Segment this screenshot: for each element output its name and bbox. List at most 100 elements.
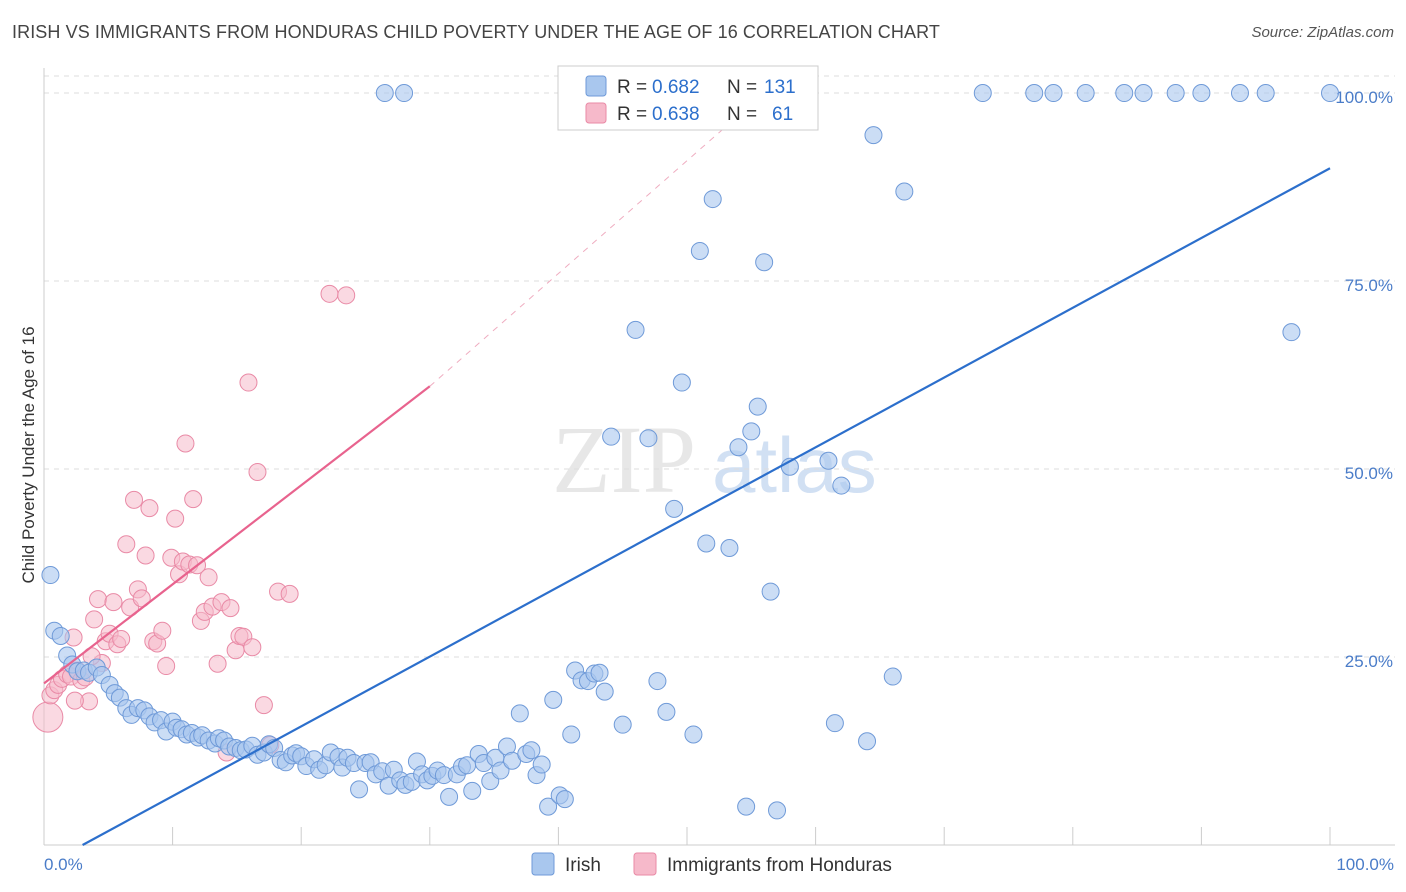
honduras-point [153, 621, 172, 640]
x-tick-label-max: 100.0% [1336, 855, 1394, 874]
y-tick-label-2: 75.0% [1345, 276, 1393, 295]
irish-point [1230, 84, 1249, 103]
legend-irish-r-value: 0.682 [652, 77, 700, 98]
irish-point [761, 582, 780, 601]
regression-lines [43, 92, 1331, 846]
top-legend: R = 0.682 N = 131 R = 0.638 N = 61 [557, 65, 819, 131]
irish-point [1166, 84, 1185, 103]
irish-point [748, 397, 767, 416]
irish-point [1256, 84, 1275, 103]
honduras-point [208, 654, 227, 673]
irish-point [1025, 84, 1044, 103]
irish-point [1115, 84, 1134, 103]
honduras-point [176, 434, 195, 453]
irish-point [883, 667, 902, 686]
honduras-point [112, 629, 131, 648]
honduras-point [117, 535, 136, 554]
irish-point [1076, 84, 1095, 103]
honduras-point [199, 568, 218, 587]
grid [44, 75, 1395, 658]
legend-honduras-r-value: 0.638 [652, 104, 700, 125]
x-ticks [43, 827, 1331, 845]
irish-point [491, 761, 510, 780]
chart-title: IRISH VS IMMIGRANTS FROM HONDURAS CHILD … [12, 22, 940, 42]
y-axis-label: Child Poverty Under the Age of 16 [19, 326, 38, 583]
irish-point [510, 704, 529, 723]
irish-point [590, 663, 609, 682]
honduras-point [32, 701, 64, 733]
honduras-points [32, 284, 356, 762]
legend-irish-n-value: 131 [764, 77, 796, 98]
irish-point [819, 451, 838, 470]
honduras-point [89, 590, 108, 609]
legend-irish-n-label: N = [727, 77, 757, 98]
chart-source: Source: ZipAtlas.com [1251, 24, 1394, 41]
honduras-point [248, 463, 267, 482]
irish-point [720, 538, 739, 557]
honduras-point [184, 490, 203, 509]
irish-point [825, 714, 844, 733]
irish-point [697, 534, 716, 553]
irish-point [395, 84, 414, 103]
irish-point [1321, 84, 1339, 103]
bottom-legend-irish-swatch [531, 852, 555, 876]
irish-point [1282, 323, 1301, 342]
irish-point [595, 682, 614, 701]
irish-point [613, 715, 632, 734]
irish-point [555, 790, 574, 809]
bottom-legend-irish-label: Irish [565, 855, 601, 876]
irish-point [1044, 84, 1063, 103]
irish-point [684, 725, 703, 744]
irish-point [864, 126, 883, 145]
irish-point [729, 438, 748, 457]
honduras-regression-line [43, 385, 431, 685]
irish-point [737, 797, 756, 816]
honduras-point [337, 286, 356, 305]
irish-point [350, 780, 369, 799]
irish-point [522, 741, 541, 760]
irish-point [51, 626, 70, 645]
irish-points [41, 84, 1339, 820]
bottom-legend: Irish Immigrants from Honduras [531, 852, 892, 876]
irish-point [41, 566, 60, 585]
legend-honduras-n-label: N = [727, 104, 757, 125]
honduras-point [157, 657, 176, 676]
irish-point [532, 755, 551, 774]
irish-point [657, 702, 676, 721]
irish-point [690, 241, 709, 260]
irish-point [602, 427, 621, 446]
honduras-point [85, 610, 104, 629]
irish-point [639, 429, 658, 448]
irish-point [648, 672, 667, 691]
irish-point [672, 373, 691, 392]
honduras-point [125, 490, 144, 509]
irish-point [539, 797, 558, 816]
honduras-point [104, 593, 123, 612]
irish-point [463, 781, 482, 800]
irish-point [895, 182, 914, 201]
honduras-point [136, 546, 155, 565]
irish-point [858, 732, 877, 751]
irish-point [832, 476, 851, 495]
watermark-zip: ZIP [552, 406, 696, 513]
y-tick-label-0: 25.0% [1345, 652, 1393, 671]
irish-point [562, 725, 581, 744]
legend-honduras-swatch [585, 102, 607, 124]
irish-point [544, 690, 563, 709]
honduras-point [320, 284, 339, 303]
honduras-regression-extension [429, 92, 765, 387]
honduras-point [254, 696, 273, 715]
irish-point [768, 801, 787, 820]
honduras-point [140, 499, 159, 518]
bottom-legend-honduras-swatch [633, 852, 657, 876]
irish-point [626, 320, 645, 339]
legend-honduras-r-label: R = [617, 104, 647, 125]
honduras-point [166, 509, 185, 528]
honduras-point [239, 373, 258, 392]
legend-honduras-n-value: 61 [772, 104, 793, 125]
irish-regression-line [82, 167, 1331, 846]
honduras-point [65, 691, 84, 710]
irish-point [665, 499, 684, 518]
irish-point [755, 253, 774, 272]
